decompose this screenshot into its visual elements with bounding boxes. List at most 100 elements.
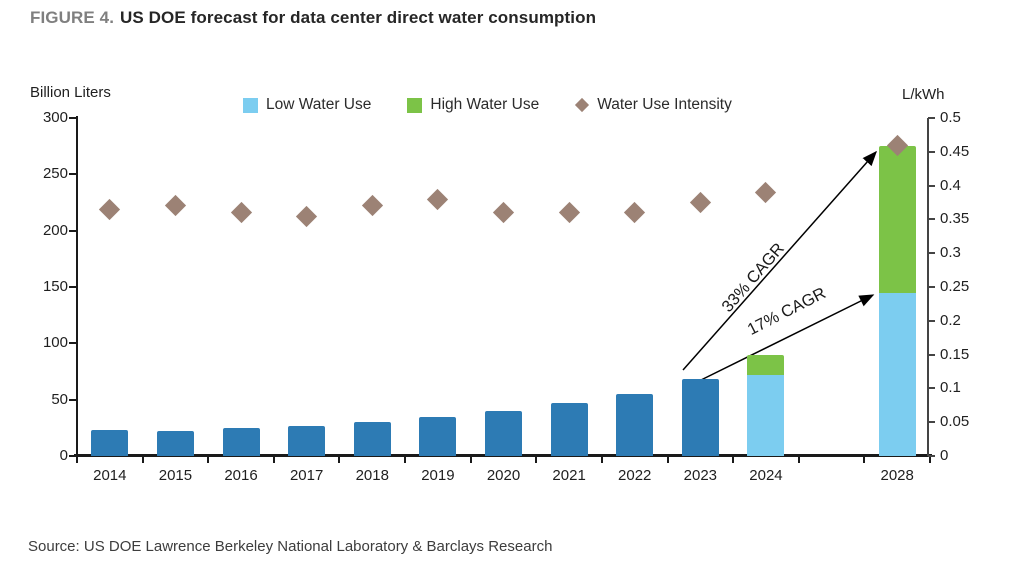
x-axis-tick-9 xyxy=(666,457,669,463)
bar-historical-2021 xyxy=(550,403,588,456)
right-axis-ticklabel-0.25: 0.25 xyxy=(940,278,970,295)
right-axis-line xyxy=(927,118,929,456)
left-axis-ticklabel-200: 200 xyxy=(42,221,68,239)
right-axis-ticklabel-0.35: 0.35 xyxy=(940,210,970,228)
x-label-2028: 2028 xyxy=(880,467,914,484)
x-axis-tick-5 xyxy=(404,457,407,463)
legend-label-0: Low Water Use xyxy=(266,96,372,113)
right-axis-tick-0.45 xyxy=(928,150,935,153)
diamond-intensity-2016 xyxy=(230,202,252,224)
cagr-annotation-label-0: 33% CAGR xyxy=(718,240,788,316)
left-axis-tick-0 xyxy=(69,455,77,457)
x-axis-tick-2 xyxy=(207,457,210,463)
bar-historical-2022 xyxy=(616,394,654,456)
left-axis-tick-200 xyxy=(69,229,77,232)
left-axis-ticklabel-50: 50 xyxy=(51,390,68,408)
x-axis-tick-10 xyxy=(732,457,735,463)
x-label-2016: 2016 xyxy=(224,467,258,484)
cagr-arrow-1 xyxy=(698,294,875,382)
x-axis-tick-1 xyxy=(141,457,144,463)
diamond-intensity-2019 xyxy=(427,188,449,210)
legend-diamond-icon xyxy=(575,97,590,113)
right-axis-ticklabel-0.45: 0.45 xyxy=(940,142,970,160)
diamond-intensity-2014 xyxy=(99,198,121,220)
left-axis-tick-50 xyxy=(69,398,77,401)
left-axis-ticklabel-150: 150 xyxy=(42,278,68,295)
x-label-2024: 2024 xyxy=(749,467,783,484)
right-axis-tick-0.25 xyxy=(928,286,935,288)
legend-item-2: Water Use Intensity xyxy=(575,96,732,114)
right-axis-ticklabel-0.2: 0.2 xyxy=(940,311,961,329)
x-axis-tick-7 xyxy=(535,457,538,463)
left-axis-ticklabel-300: 300 xyxy=(42,109,68,126)
left-axis-tick-250 xyxy=(69,173,77,176)
left-axis-ticklabel-250: 250 xyxy=(42,165,68,183)
bar-low-water-2024 xyxy=(747,374,785,456)
bar-low-water-2028 xyxy=(878,292,916,456)
x-axis-tick-0 xyxy=(76,457,78,463)
legend-label-2: Water Use Intensity xyxy=(597,96,732,113)
x-axis-tick-8 xyxy=(600,457,603,463)
bar-historical-2016 xyxy=(222,427,260,456)
right-axis-tick-0 xyxy=(928,455,935,457)
left-axis-tick-300 xyxy=(69,117,77,119)
right-axis-ticklabel-0.5: 0.5 xyxy=(940,109,961,126)
right-axis-tick-0.35 xyxy=(928,218,935,221)
x-axis-tick-11 xyxy=(797,457,800,463)
x-label-2018: 2018 xyxy=(355,467,389,484)
diamond-intensity-2017 xyxy=(296,205,318,227)
right-axis-ticklabel-0.3: 0.3 xyxy=(940,244,961,262)
diamond-intensity-2015 xyxy=(164,195,187,217)
x-label-2023: 2023 xyxy=(683,467,718,484)
source-note: Source: US DOE Lawrence Berkeley Nationa… xyxy=(28,538,553,555)
right-axis-tick-0.2 xyxy=(928,319,935,322)
diamond-intensity-2023 xyxy=(689,191,711,214)
right-axis-ticklabel-0.1: 0.1 xyxy=(940,379,961,397)
x-label-2019: 2019 xyxy=(421,467,455,484)
x-label-2022: 2022 xyxy=(618,467,652,484)
figure-number-label: FIGURE 4. xyxy=(30,8,115,27)
legend-square-icon xyxy=(407,97,423,113)
chart-legend: Low Water Use High Water Use Water Use Int… xyxy=(243,96,732,114)
diamond-intensity-2022 xyxy=(624,202,646,224)
cagr-annotation-label-1: 17% CAGR xyxy=(745,284,829,339)
x-label-2015: 2015 xyxy=(158,467,193,484)
right-axis-ticklabel-0.15: 0.15 xyxy=(940,345,970,363)
right-axis-ticklabel-0: 0 xyxy=(940,447,949,464)
diamond-intensity-2018 xyxy=(361,195,383,217)
x-axis-tick-13 xyxy=(929,457,931,463)
bar-historical-2014 xyxy=(91,430,129,456)
cagr-arrow-0 xyxy=(682,150,877,371)
bar-historical-2018 xyxy=(353,422,391,456)
left-axis-tick-100 xyxy=(69,342,77,345)
bar-high-water-2024 xyxy=(747,354,785,375)
x-label-2014: 2014 xyxy=(93,467,127,484)
legend-label-1: High Water Use xyxy=(430,96,540,113)
figure-title: FIGURE 4. US DOE forecast for data center… xyxy=(30,8,596,28)
bar-historical-2015 xyxy=(156,431,194,456)
x-axis-tick-3 xyxy=(272,457,275,463)
right-axis-tick-0.1 xyxy=(928,387,935,390)
bar-historical-2017 xyxy=(288,425,326,456)
right-axis-tick-0.05 xyxy=(928,421,935,424)
bar-historical-2019 xyxy=(419,416,457,456)
left-axis-tick-150 xyxy=(69,286,77,288)
x-axis-tick-12 xyxy=(863,457,866,463)
diamond-intensity-2024 xyxy=(755,181,777,203)
right-axis-tick-0.4 xyxy=(928,184,935,187)
diamond-intensity-2020 xyxy=(492,202,515,224)
left-axis-ticklabel-100: 100 xyxy=(42,334,68,352)
right-axis-unit-label: L/kWh xyxy=(902,86,945,103)
x-axis-tick-6 xyxy=(469,457,472,463)
right-axis-tick-0.5 xyxy=(928,117,935,119)
right-axis-tick-0.15 xyxy=(928,353,935,356)
bar-historical-2023 xyxy=(681,379,719,456)
left-axis-ticklabel-0: 0 xyxy=(59,447,68,464)
diamond-intensity-2021 xyxy=(558,202,580,224)
right-axis-ticklabel-0.05: 0.05 xyxy=(940,413,970,431)
x-label-2021: 2021 xyxy=(552,467,586,484)
x-label-2020: 2020 xyxy=(486,467,521,484)
x-axis-tick-4 xyxy=(338,457,341,463)
left-axis-unit-label: Billion Liters xyxy=(30,84,111,101)
bar-high-water-2028 xyxy=(878,146,916,293)
